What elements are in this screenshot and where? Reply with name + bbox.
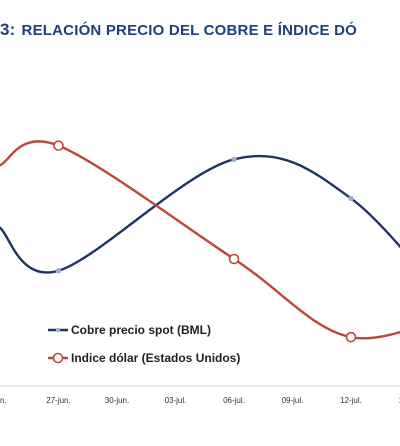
series-2-point	[53, 140, 64, 151]
x-tick-label: n.	[0, 396, 7, 405]
x-tick-label: 15-jul.	[399, 396, 400, 405]
legend-label-1: Cobre precio spot (BML)	[71, 323, 211, 337]
chart-title-text: RELACIÓN PRECIO DEL COBRE E ÍNDICE DÓ	[21, 22, 358, 39]
x-tick-label: 06-jul.	[223, 396, 245, 405]
legend: Cobre precio spot (BML) Indice dólar (Est…	[48, 323, 240, 365]
series-1-point	[55, 268, 62, 274]
series-2-point	[228, 253, 240, 265]
chart-title-number: 3:	[0, 20, 16, 39]
x-tick-label: 27-jun.	[46, 396, 70, 405]
chart-title: 3: RELACIÓN PRECIO DEL COBRE E ÍNDICE DÓ	[0, 20, 357, 40]
series-line-1	[0, 154, 400, 274]
legend-marker-2	[52, 352, 64, 364]
legend-label-2: Indice dólar (Estados Unidos)	[71, 351, 240, 365]
series-points	[53, 140, 357, 343]
series-1-point	[231, 156, 237, 163]
series-1-point	[348, 195, 354, 202]
x-axis: n. 27-jun. 30-jun. 03-jul. 06-jul. 09-jul. 12-…	[0, 385, 400, 405]
legend-marker-1	[55, 327, 61, 333]
x-tick-label: 30-jun.	[105, 396, 129, 405]
x-tick-label: 12-jul.	[340, 396, 362, 405]
series-2-point	[345, 331, 357, 343]
x-tick-label: 09-jul.	[282, 396, 304, 405]
series-lines	[0, 140, 400, 340]
series-line-2	[0, 140, 400, 340]
x-tick-label: 03-jul.	[165, 396, 187, 405]
